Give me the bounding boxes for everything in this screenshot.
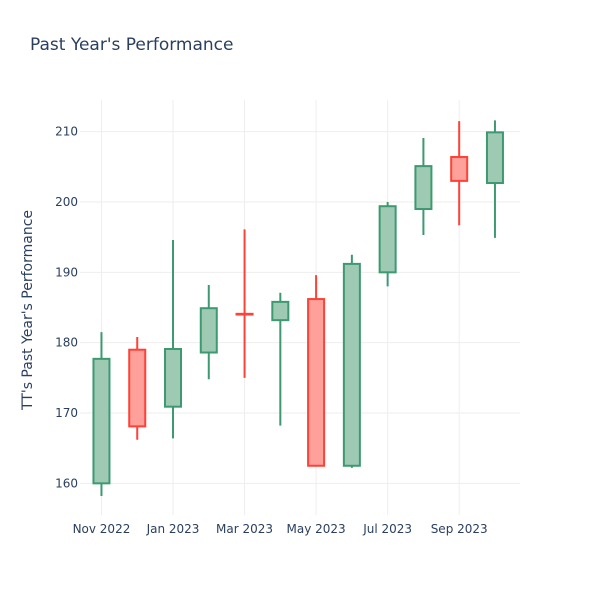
x-tick-label: Mar 2023: [216, 522, 273, 536]
chart-title: Past Year's Performance: [30, 35, 234, 55]
candle-6: [307, 275, 326, 467]
candle-body: [235, 312, 254, 316]
candle-0: [92, 332, 111, 497]
candle-9: [414, 137, 433, 236]
candle-11: [485, 120, 504, 238]
x-tick-label: Jan 2023: [146, 522, 200, 536]
candle-10: [450, 121, 469, 226]
x-tick-label: Sep 2023: [431, 522, 488, 536]
candle-3: [199, 284, 218, 380]
x-tick-label: May 2023: [287, 522, 346, 536]
y-tick-label: 200: [55, 195, 78, 209]
candle-body: [199, 307, 218, 354]
candle-1: [128, 337, 147, 440]
x-axis-ticks: Nov 2022 Jan 2023 Mar 2023 May 2023 Jul 2023…: [73, 522, 488, 536]
candle-2: [164, 239, 183, 439]
candles: [92, 120, 504, 497]
candle-body: [485, 131, 504, 184]
candle-body: [378, 205, 397, 274]
x-tick-label: Nov 2022: [73, 522, 131, 536]
y-tick-label: 170: [55, 406, 78, 420]
y-tick-label: 190: [55, 265, 78, 279]
y-tick-label: 210: [55, 125, 78, 139]
y-axis-ticks: 160 170 180 190 200 210: [55, 125, 78, 491]
candle-body: [164, 348, 183, 408]
candle-body: [342, 262, 361, 467]
candle-5: [271, 292, 290, 426]
candle-7: [342, 254, 361, 468]
candle-body: [450, 155, 469, 182]
candle-body: [128, 348, 147, 428]
candle-body: [271, 300, 290, 322]
candle-body: [92, 357, 111, 485]
candle-4: [235, 229, 254, 378]
y-tick-label: 160: [55, 476, 78, 490]
x-tick-label: Jul 2023: [362, 522, 412, 536]
y-axis-label: TT's Past Year's Performance: [20, 210, 36, 411]
candle-body: [307, 298, 326, 467]
candle-8: [378, 201, 397, 287]
y-tick-label: 180: [55, 336, 78, 350]
candle-body: [414, 165, 433, 211]
